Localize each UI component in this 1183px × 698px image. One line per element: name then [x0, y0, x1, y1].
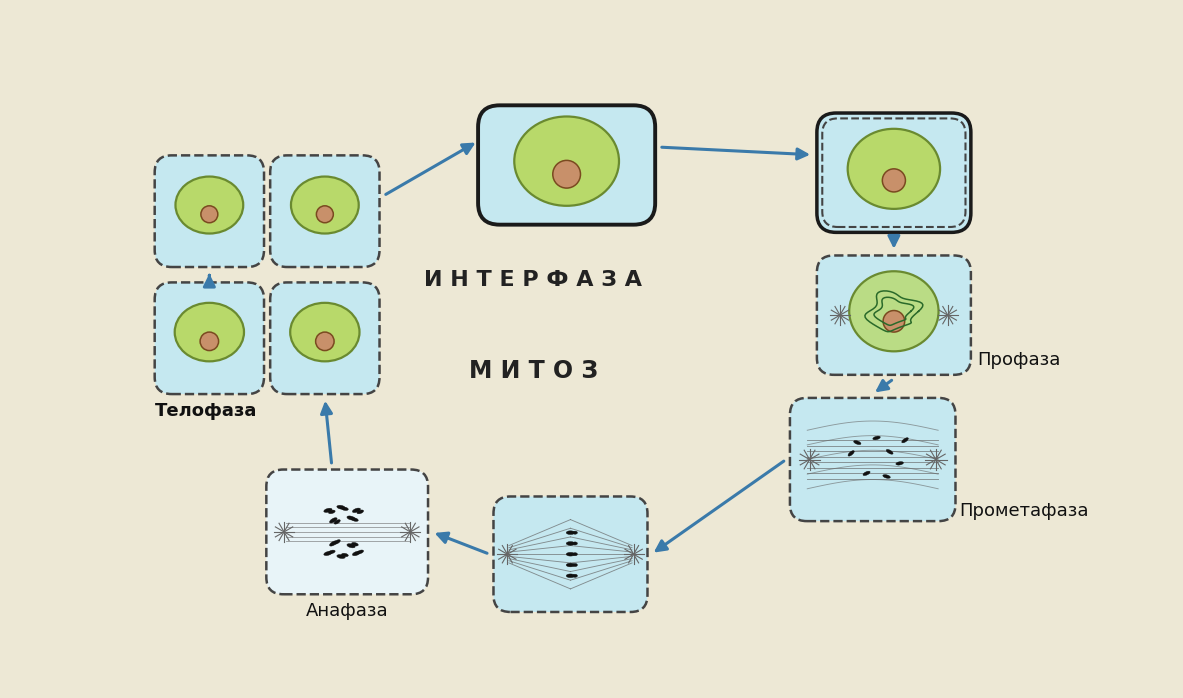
FancyBboxPatch shape	[266, 470, 428, 594]
Ellipse shape	[200, 332, 219, 350]
Ellipse shape	[324, 508, 332, 512]
Ellipse shape	[329, 550, 335, 554]
Ellipse shape	[848, 129, 940, 209]
Ellipse shape	[291, 177, 358, 234]
Ellipse shape	[353, 551, 361, 556]
Ellipse shape	[573, 553, 577, 556]
Ellipse shape	[573, 574, 577, 577]
Ellipse shape	[567, 574, 575, 578]
Text: Профаза: Профаза	[977, 352, 1060, 369]
Ellipse shape	[334, 540, 341, 544]
Ellipse shape	[342, 554, 348, 557]
FancyBboxPatch shape	[493, 496, 647, 612]
Text: Прометафаза: Прометафаза	[959, 503, 1088, 520]
Ellipse shape	[324, 551, 332, 556]
Text: Телофаза: Телофаза	[155, 402, 257, 420]
Ellipse shape	[175, 177, 244, 234]
Ellipse shape	[883, 475, 891, 478]
Ellipse shape	[201, 206, 218, 223]
FancyBboxPatch shape	[270, 283, 380, 394]
Ellipse shape	[330, 518, 337, 523]
Ellipse shape	[552, 161, 581, 188]
Text: М И Т О З: М И Т О З	[468, 359, 597, 383]
Ellipse shape	[330, 541, 337, 546]
Ellipse shape	[883, 311, 905, 332]
Ellipse shape	[515, 117, 619, 206]
Ellipse shape	[896, 461, 904, 465]
Ellipse shape	[567, 542, 575, 545]
FancyBboxPatch shape	[270, 156, 380, 267]
Ellipse shape	[883, 169, 905, 192]
FancyBboxPatch shape	[478, 105, 655, 225]
Ellipse shape	[329, 510, 335, 514]
Ellipse shape	[342, 507, 348, 510]
Ellipse shape	[334, 520, 341, 524]
Ellipse shape	[573, 531, 577, 534]
Ellipse shape	[873, 436, 880, 440]
FancyBboxPatch shape	[155, 283, 264, 394]
Ellipse shape	[347, 544, 355, 548]
Ellipse shape	[567, 530, 575, 535]
Ellipse shape	[901, 438, 909, 443]
Ellipse shape	[175, 303, 244, 362]
FancyBboxPatch shape	[155, 156, 264, 267]
FancyBboxPatch shape	[817, 255, 971, 375]
Ellipse shape	[316, 332, 334, 350]
Ellipse shape	[573, 542, 577, 545]
Ellipse shape	[347, 516, 355, 520]
FancyBboxPatch shape	[790, 398, 956, 521]
FancyBboxPatch shape	[817, 113, 971, 232]
Ellipse shape	[357, 550, 363, 554]
Ellipse shape	[862, 471, 871, 475]
Ellipse shape	[337, 555, 345, 558]
Ellipse shape	[337, 505, 345, 510]
Ellipse shape	[357, 510, 363, 514]
Ellipse shape	[567, 552, 575, 556]
Ellipse shape	[567, 563, 575, 567]
Text: Анафаза: Анафаза	[306, 602, 388, 621]
Ellipse shape	[316, 206, 334, 223]
Ellipse shape	[854, 440, 861, 445]
Ellipse shape	[351, 518, 358, 521]
Ellipse shape	[848, 451, 854, 456]
Ellipse shape	[351, 542, 358, 546]
Ellipse shape	[886, 450, 893, 454]
Ellipse shape	[290, 303, 360, 362]
Ellipse shape	[353, 508, 361, 512]
Ellipse shape	[573, 563, 577, 567]
Ellipse shape	[849, 272, 938, 351]
Text: И Н Т Е Р Ф А З А: И Н Т Е Р Ф А З А	[425, 270, 642, 290]
